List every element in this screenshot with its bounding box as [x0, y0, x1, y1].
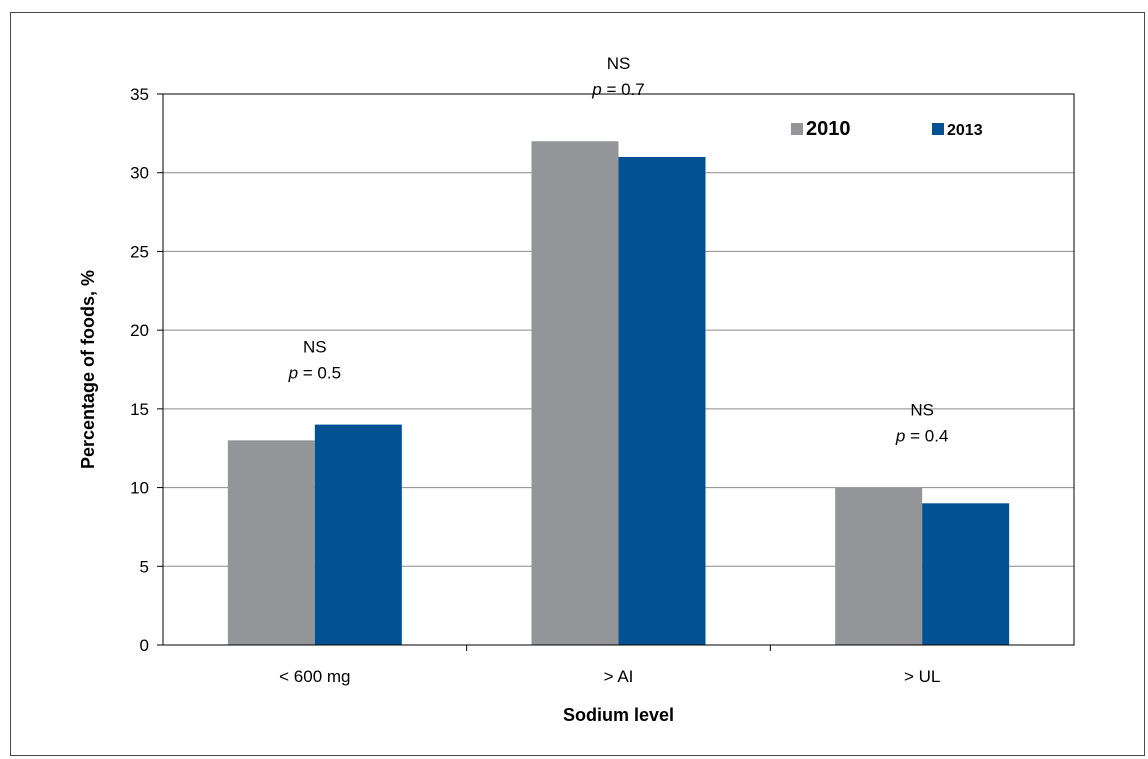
- x-axis-title: Sodium level: [563, 705, 674, 725]
- y-tick-label: 35: [130, 85, 149, 104]
- y-tick-label: 20: [130, 321, 149, 340]
- y-tick-label: 10: [130, 479, 149, 498]
- y-tick-label: 5: [140, 557, 149, 576]
- y-tick-label: 25: [130, 242, 149, 261]
- x-tick-label: < 600 mg: [279, 667, 350, 686]
- legend: 2010 2013: [791, 118, 983, 140]
- annotation-ns-label: NS: [910, 401, 934, 420]
- bar-2013-2: [922, 503, 1009, 645]
- annotation-ns-label: NS: [303, 338, 327, 357]
- annotation-p-value: p = 0.5: [288, 364, 341, 383]
- x-tick-label: > UL: [904, 667, 940, 686]
- legend-swatch-2010: [791, 123, 803, 135]
- annotation-p-value: p = 0.7: [591, 80, 644, 99]
- x-tick-labels: < 600 mg > AI > UL: [279, 645, 940, 686]
- bar-2013-0: [315, 425, 402, 645]
- annotation-ns-label: NS: [607, 54, 631, 73]
- bar-2010-2: [835, 488, 922, 645]
- bar-2013-1: [619, 157, 706, 645]
- bar-2010-1: [532, 141, 619, 645]
- x-tick-label: > AI: [604, 667, 634, 686]
- y-tick-label: 30: [130, 164, 149, 183]
- y-tick-label: 15: [130, 400, 149, 419]
- y-tick-labels: 0 5 10 15 20 25 30 35: [130, 85, 163, 655]
- y-tick-label: 0: [140, 636, 149, 655]
- legend-label-2010: 2010: [806, 118, 851, 140]
- annotation-p-value: p = 0.4: [895, 427, 948, 446]
- legend-swatch-2013: [932, 123, 944, 135]
- bar-2010-0: [228, 440, 315, 645]
- bars: [228, 141, 1009, 645]
- legend-label-2013: 2013: [947, 122, 983, 139]
- y-axis-title: Percentage of foods, %: [78, 270, 98, 469]
